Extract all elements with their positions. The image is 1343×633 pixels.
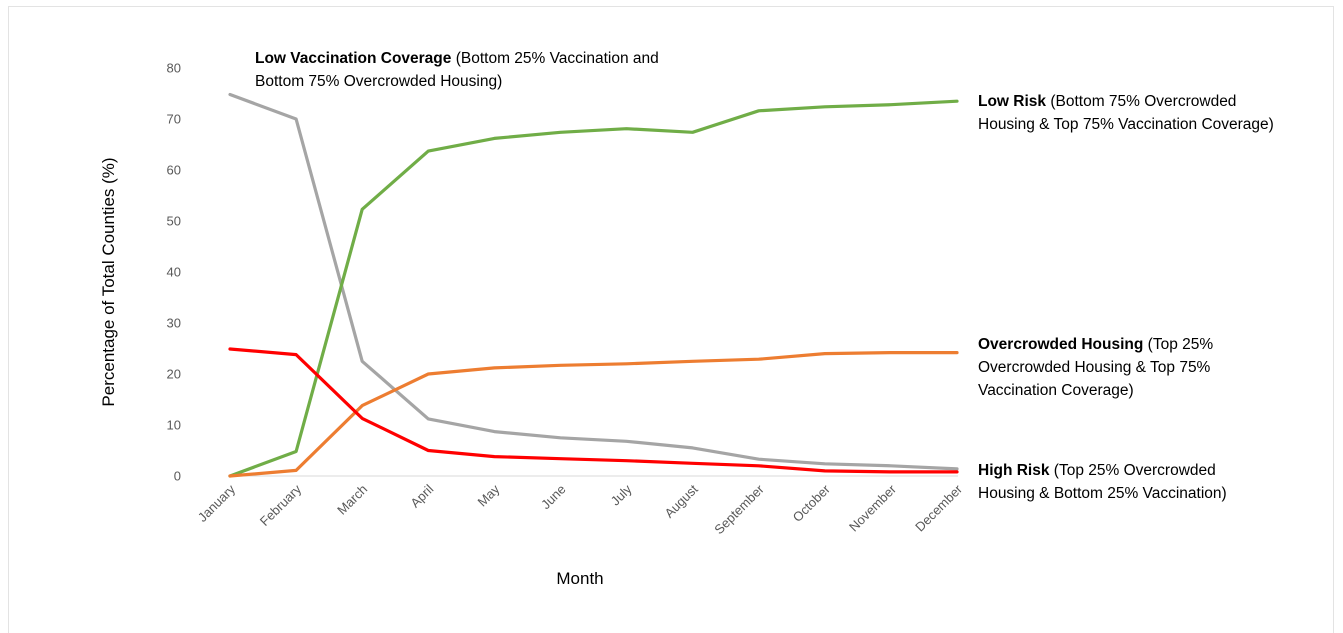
y-tick-label: 70 (167, 112, 181, 127)
x-tick-label: May (475, 481, 503, 509)
x-tick-label: April (407, 481, 436, 510)
x-axis-ticks: January February March April May June July Augu… (195, 481, 966, 537)
series-lines (228, 92, 959, 478)
annotation-bold-label: High Risk (978, 462, 1050, 479)
x-tick-label: February (257, 481, 305, 529)
series-line-low-risk (228, 99, 959, 478)
y-tick-label: 80 (167, 61, 181, 76)
y-axis-title: Percentage of Total Counties (%) (99, 157, 118, 406)
x-tick-label: September (711, 481, 767, 537)
chart-frame (8, 6, 1334, 633)
y-tick-label: 10 (167, 418, 181, 433)
x-tick-label: January (195, 481, 239, 525)
annotation-line: Overcrowded Housing (Top 25% (978, 336, 1213, 353)
x-tick-label: December (912, 481, 965, 534)
annotation-line: Overcrowded Housing & Top 75% (978, 359, 1211, 376)
y-tick-label: 50 (167, 214, 181, 229)
y-tick-label: 20 (167, 367, 181, 382)
x-tick-label: October (790, 481, 834, 525)
annotation-line: Vaccination Coverage) (978, 382, 1134, 399)
series-line-low-vaccination (228, 92, 959, 471)
annotation-bold-label: Overcrowded Housing (978, 336, 1143, 353)
annotation-line: Bottom 75% Overcrowded Housing) (255, 73, 502, 90)
annotation-bold-label: Low Vaccination Coverage (255, 50, 452, 67)
x-tick-label: August (662, 481, 701, 520)
series-annotations: Low Vaccination Coverage (Bottom 25% Vac… (255, 50, 1274, 502)
series-line-overcrowded-housing (228, 351, 959, 478)
annotation-bold-label: Low Risk (978, 93, 1046, 110)
annotation-low-vaccination: Low Vaccination Coverage (Bottom 25% Vac… (255, 50, 659, 90)
annotation-line: Low Risk (Bottom 75% Overcrowded (978, 93, 1236, 110)
y-tick-label: 60 (167, 163, 181, 178)
series-line-high-risk (228, 347, 959, 474)
x-tick-label: July (608, 481, 635, 508)
annotation-line: Low Vaccination Coverage (Bottom 25% Vac… (255, 50, 659, 67)
x-tick-label: March (334, 482, 370, 518)
y-tick-label: 30 (167, 316, 181, 331)
annotation-line: Housing & Bottom 25% Vaccination) (978, 485, 1227, 502)
y-tick-label: 40 (167, 265, 181, 280)
annotation-line: High Risk (Top 25% Overcrowded (978, 462, 1216, 479)
y-axis-ticks: 0 10 20 30 40 50 60 70 80 (167, 61, 181, 484)
y-tick-label: 0 (174, 469, 181, 484)
annotation-high-risk: High Risk (Top 25% Overcrowded Housing & … (978, 462, 1227, 502)
x-axis-title: Month (556, 569, 603, 588)
x-tick-label: November (846, 481, 899, 534)
annotation-low-risk: Low Risk (Bottom 75% Overcrowded Housing … (978, 93, 1274, 133)
annotation-line: Housing & Top 75% Vaccination Coverage) (978, 116, 1274, 133)
x-tick-label: June (538, 482, 569, 513)
annotation-overcrowded-housing: Overcrowded Housing (Top 25% Overcrowded … (978, 336, 1213, 399)
